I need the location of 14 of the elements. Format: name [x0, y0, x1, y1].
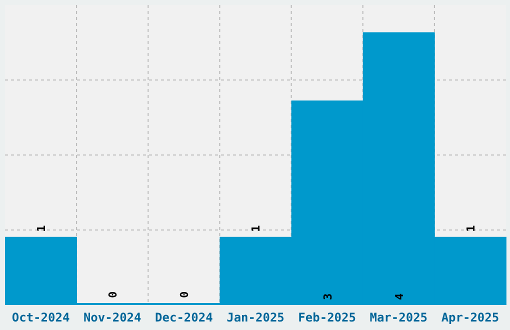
x-tick-label: Oct-2024 — [12, 310, 70, 325]
x-tick-label: Mar-2025 — [370, 310, 428, 325]
data-label: 0 — [106, 291, 120, 298]
x-tick-label: Apr-2025 — [441, 310, 500, 325]
data-label: 3 — [321, 293, 334, 300]
data-label: 1 — [35, 224, 48, 232]
x-tick-label: Feb-2025 — [298, 310, 356, 325]
x-tick-label: Dec-2024 — [155, 310, 213, 325]
x-tick-label: Nov-2024 — [83, 310, 142, 325]
data-label: 1 — [464, 224, 478, 232]
data-label: 1 — [250, 224, 263, 232]
data-label: 4 — [392, 293, 406, 300]
data-label: 0 — [178, 291, 192, 298]
x-tick-label: Jan-2025 — [226, 310, 284, 325]
